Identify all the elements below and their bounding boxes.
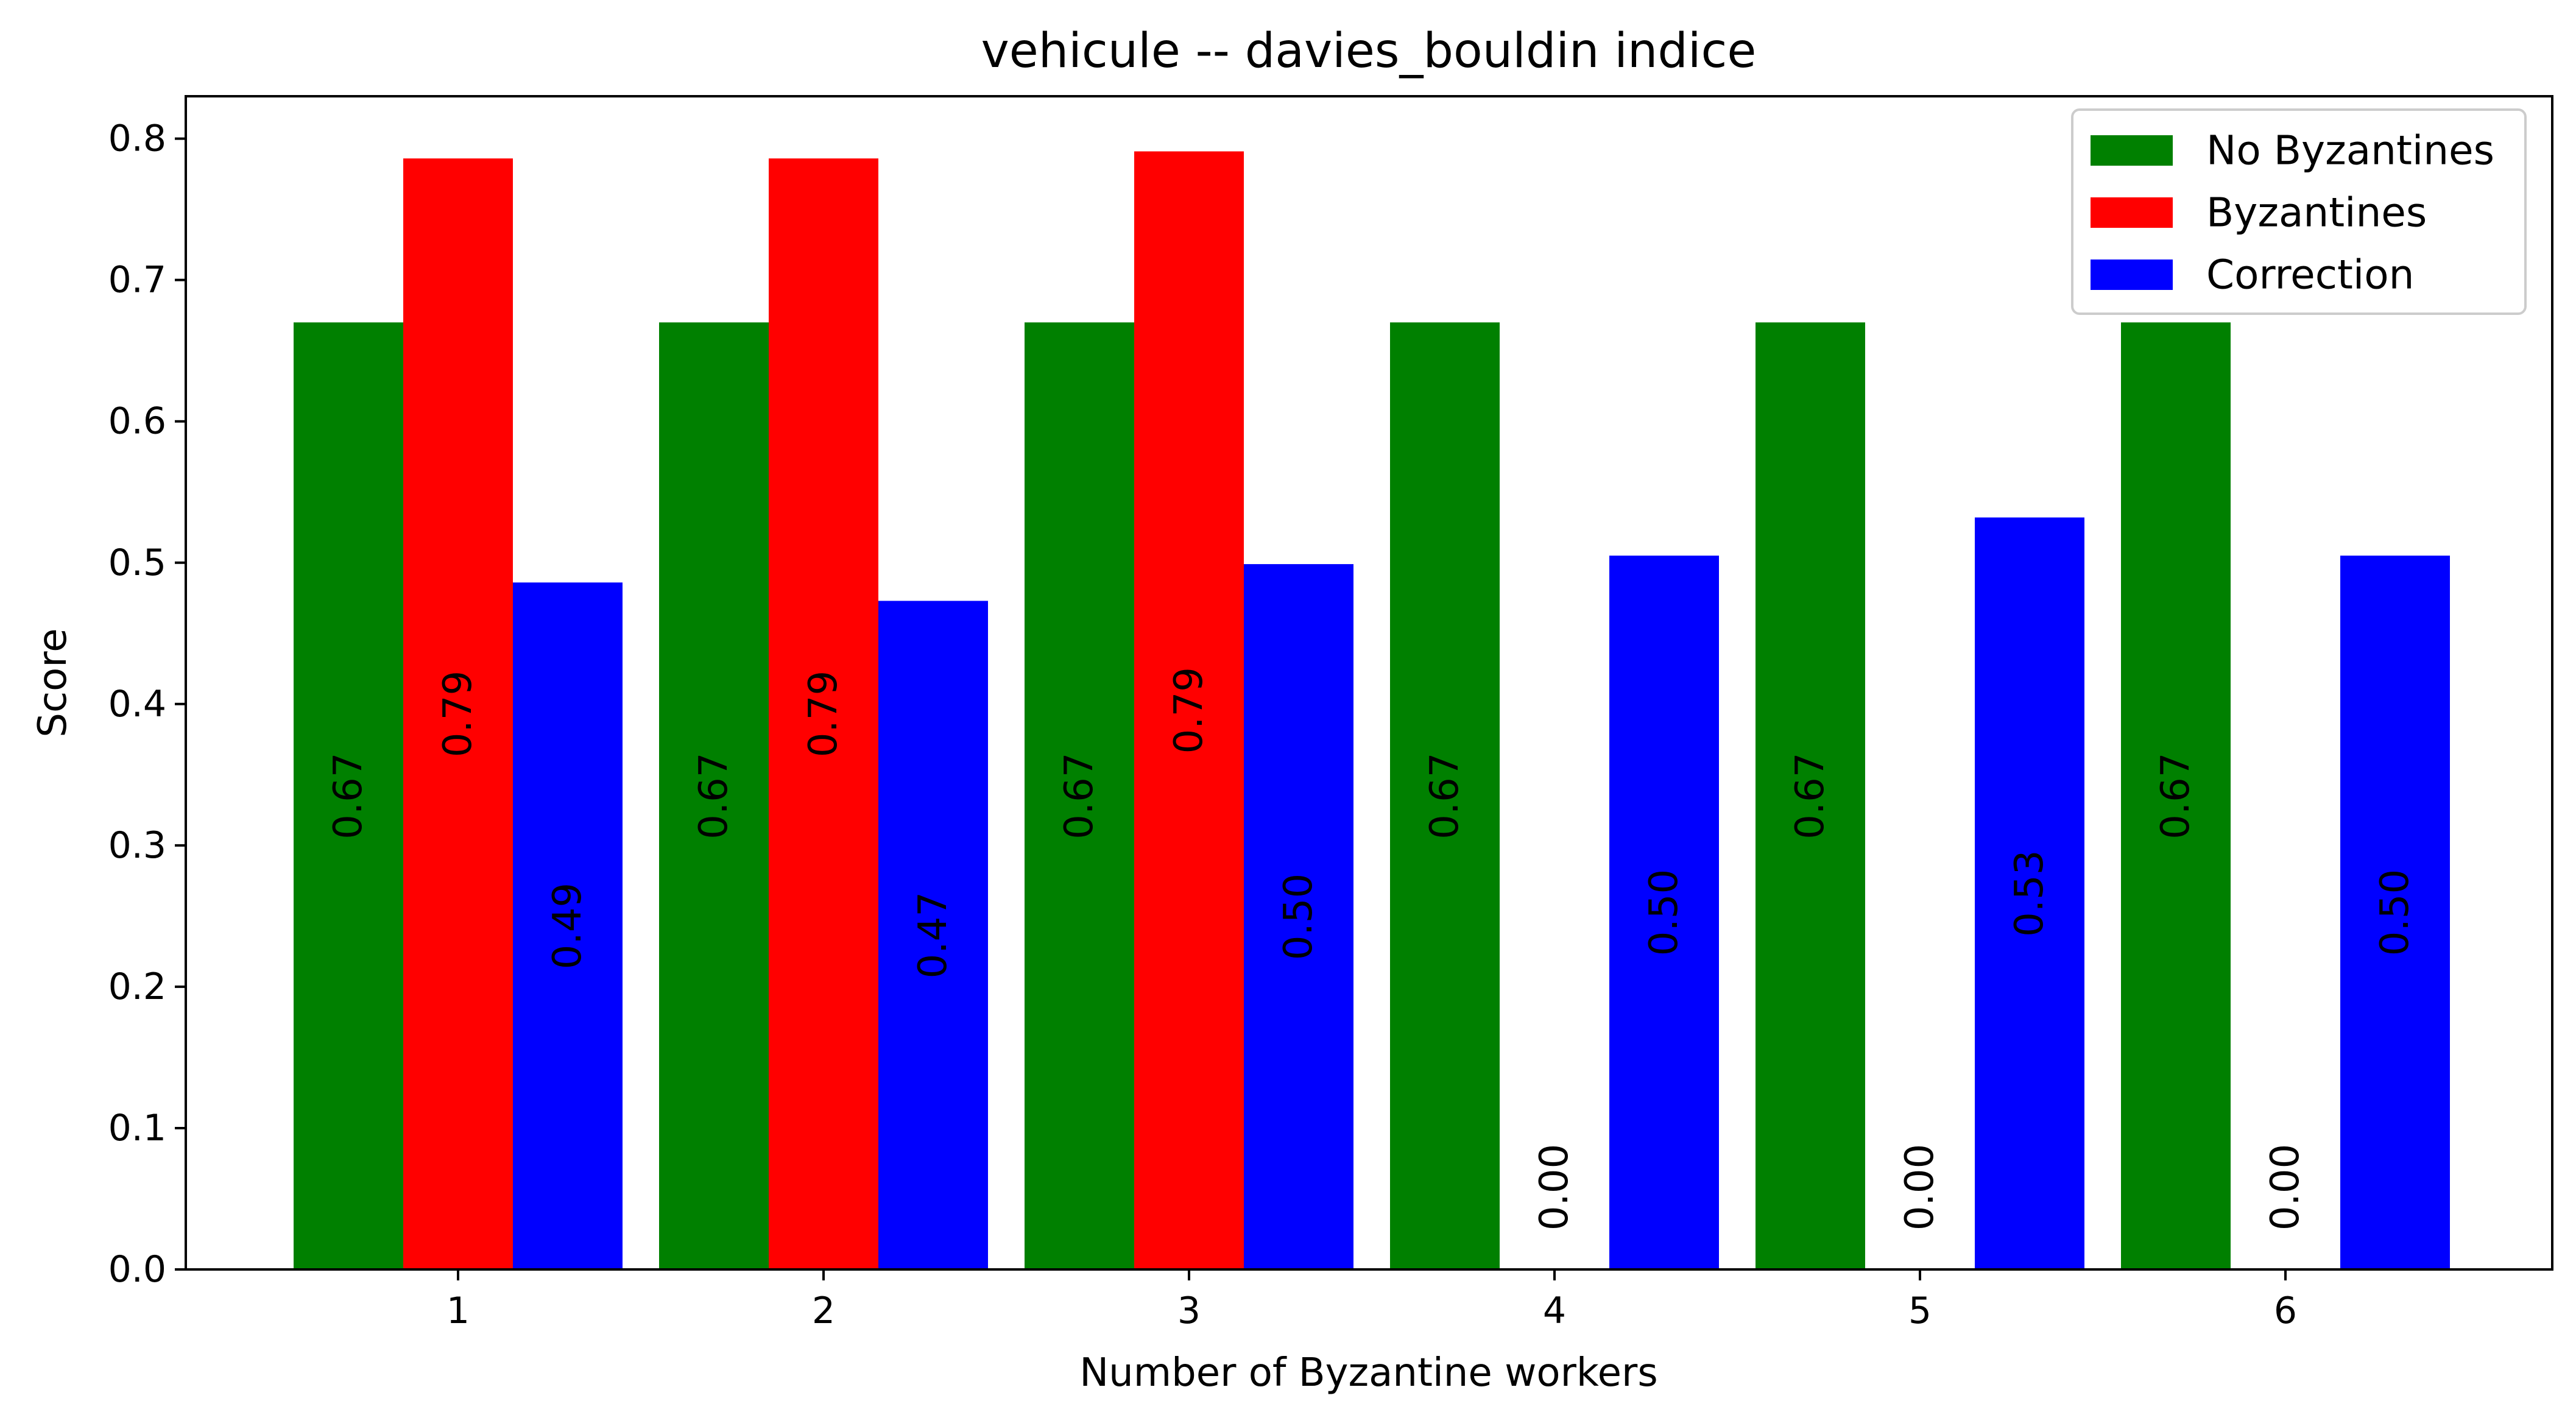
bar-correction-5: [1975, 517, 2084, 1269]
y-axis-label: Score: [30, 628, 76, 737]
bar-value-label: 0.53: [2007, 850, 2052, 937]
bar-value-label: 0.00: [1897, 1144, 1943, 1231]
y-tick-label: 0.3: [108, 824, 166, 867]
x-tick-label: 1: [446, 1290, 470, 1332]
y-tick-label: 0.4: [108, 683, 166, 725]
bar-value-label: 0.00: [1532, 1144, 1577, 1231]
legend-label: No Byzantines: [2206, 127, 2494, 174]
legend-swatch: [2091, 197, 2173, 228]
bar-value-label: 0.67: [1057, 752, 1102, 839]
x-tick-label: 2: [812, 1290, 835, 1332]
bar-value-label: 0.67: [1788, 752, 1833, 839]
bar-byzantines-3: [1134, 151, 1244, 1270]
y-axis: 0.0 0.1 0.2 0.3 0.4 0.5 0.6 0.7 0.8: [108, 118, 186, 1291]
bar-no-byzantines-1: [294, 322, 403, 1269]
bar-value-label: 0.79: [801, 671, 846, 758]
bar-value-label: 0.50: [2373, 869, 2418, 956]
bar-correction-4: [1609, 556, 1719, 1269]
bar-value-label: 0.79: [436, 671, 481, 758]
y-tick-label: 0.1: [108, 1107, 166, 1149]
chart-title: vehicule -- davies_bouldin indice: [981, 24, 1757, 79]
bar-value-label: 0.47: [911, 892, 956, 979]
y-tick-label: 0.6: [108, 400, 166, 443]
legend-label: Byzantines: [2206, 189, 2427, 236]
bar-byzantines-1: [403, 158, 513, 1269]
bar-value-label: 0.67: [691, 752, 736, 839]
bar-correction-3: [1244, 564, 1353, 1269]
bar-value-label: 0.50: [1642, 869, 1687, 956]
legend: No Byzantines Byzantines Correction: [2071, 108, 2527, 315]
x-axis-label: Number of Byzantine workers: [1079, 1350, 1657, 1396]
legend-frame: [2071, 108, 2527, 315]
x-tick-label: 4: [1543, 1290, 1566, 1332]
y-tick-label: 0.7: [108, 259, 166, 302]
x-tick-label: 6: [2274, 1290, 2297, 1332]
bars-group: [294, 151, 2450, 1270]
y-tick-label: 0.5: [108, 542, 166, 584]
bar-no-byzantines-3: [1025, 322, 1134, 1269]
y-tick-label: 0.0: [108, 1248, 166, 1291]
y-tick-label: 0.2: [108, 965, 166, 1008]
plot-frame: [185, 95, 2553, 1271]
bar-correction-2: [878, 601, 988, 1269]
x-tick-label: 3: [1177, 1290, 1201, 1332]
legend-swatch: [2091, 259, 2173, 290]
bar-value-label: 0.67: [326, 752, 371, 839]
bar-value-label: 0.67: [2153, 752, 2198, 839]
bar-correction-1: [513, 582, 623, 1269]
bar-value-label: 0.49: [545, 883, 590, 970]
bar-value-label: 0.50: [1276, 874, 1321, 961]
bar-no-byzantines-5: [1756, 322, 1865, 1269]
bar-no-byzantines-4: [1390, 322, 1500, 1269]
x-tick-label: 5: [1908, 1290, 1932, 1332]
y-tick-label: 0.8: [108, 118, 166, 160]
bar-no-byzantines-6: [2121, 322, 2231, 1269]
bar-labels-group: 0.67 0.67 0.67 0.67 0.67 0.67 0.79 0.79 0.79 0.00…: [326, 667, 2418, 1230]
x-axis: 1 2 3 4 5 6: [446, 1269, 2297, 1332]
bar-value-label: 0.79: [1166, 667, 1212, 754]
legend-swatch: [2091, 135, 2173, 166]
bar-correction-6: [2340, 556, 2450, 1269]
bar-no-byzantines-2: [659, 322, 769, 1269]
bar-value-label: 0.67: [1422, 752, 1467, 839]
bar-value-label: 0.00: [2263, 1144, 2308, 1231]
legend-label: Correction: [2206, 252, 2414, 298]
bar-byzantines-2: [769, 158, 878, 1269]
